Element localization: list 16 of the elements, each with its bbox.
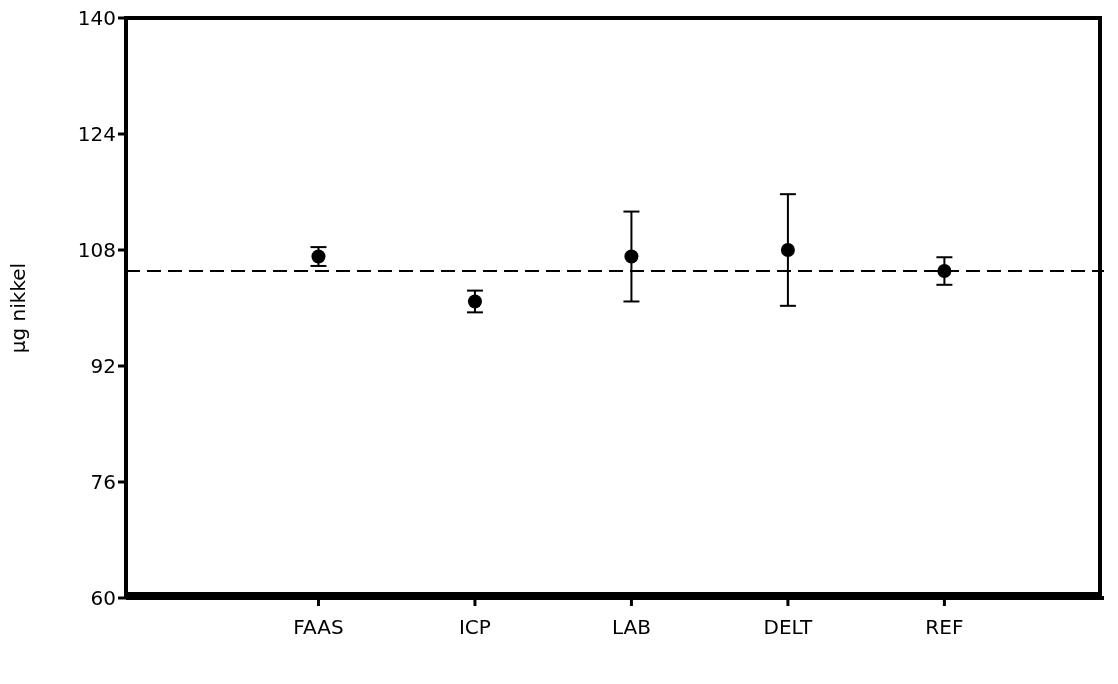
x-tick-label: LAB <box>611 615 651 640</box>
y-tick-label: 92 <box>90 354 116 379</box>
x-tick-label: DELT <box>763 615 814 640</box>
y-tick-label: 124 <box>77 122 116 147</box>
y-tick-label: 76 <box>90 470 116 495</box>
point <box>780 243 795 257</box>
y-tick-label: 60 <box>90 586 116 611</box>
point <box>467 294 482 309</box>
x-tick-label: ICP <box>458 615 491 640</box>
point <box>624 249 639 264</box>
point <box>937 264 952 279</box>
x-tick-label: FAAS <box>293 615 344 640</box>
y-tick-label: 108 <box>77 238 116 263</box>
y-axis-title: µg nikkel <box>6 262 31 354</box>
y-tick-label: 140 <box>77 6 116 31</box>
x-tick-label: REF <box>925 615 964 640</box>
